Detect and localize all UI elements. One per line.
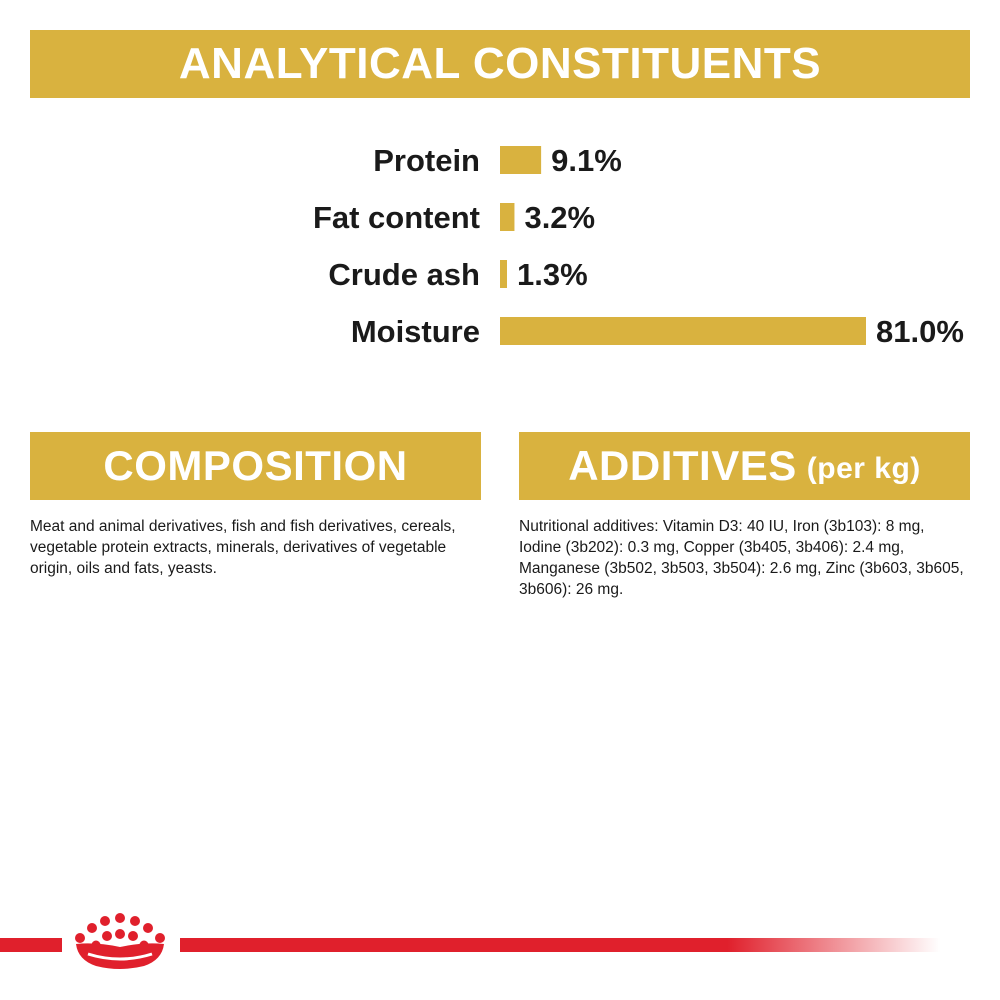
additives-text: Nutritional additives: Vitamin D3: 40 IU… [519,518,964,598]
category-label-fat-content: Fat content [313,200,480,235]
bar-moisture [500,317,866,345]
analytical-constituents-banner: ANALYTICAL CONSTITUENTS [30,30,970,98]
value-label-fat-content: 3.2% [524,200,595,235]
bar-protein [500,146,542,174]
composition-text: Meat and animal derivatives, fish and fi… [30,518,456,577]
footer-stripe-left [0,938,62,952]
analytical-constituents-title: ANALYTICAL CONSTITUENTS [178,39,822,88]
royal-crown-icon [75,913,165,969]
category-label-protein: Protein [373,143,480,178]
additives-banner: ADDITIVES (per kg) [519,432,970,500]
value-label-crude-ash: 1.3% [517,257,588,292]
value-label-protein: 9.1% [551,143,622,178]
category-label-moisture: Moisture [351,314,480,349]
value-label-moisture: 81.0% [876,314,964,349]
composition-title: COMPOSITION [103,442,408,489]
bar-crude-ash [500,260,507,288]
additives-title: ADDITIVES [568,442,797,489]
footer-stripe-right [180,938,940,952]
additives-title-suffix: (per kg) [806,452,921,485]
category-label-crude-ash: Crude ash [328,257,480,292]
composition-banner: COMPOSITION [30,432,481,500]
analytical-constituents-chart: Protein 9.1% Fat content 3.2% Crude ash 1.3% M… [313,143,964,349]
bar-fat-content [500,203,515,231]
